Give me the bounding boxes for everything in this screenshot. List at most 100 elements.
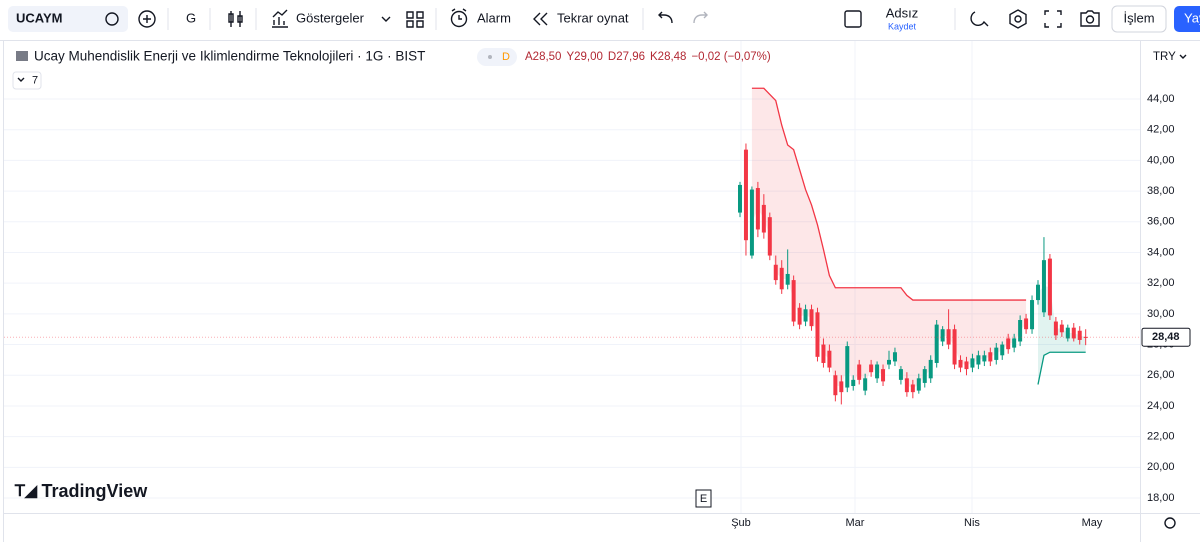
fullscreen-icon[interactable] (1044, 10, 1062, 28)
indicators-button[interactable]: Göstergeler (296, 10, 365, 25)
candle-body (1041, 260, 1046, 313)
chevron[interactable] (381, 16, 391, 22)
x-tick-label: Mar (846, 517, 865, 529)
alarm-button[interactable]: Alarm (477, 10, 511, 25)
candle-body (904, 378, 909, 393)
y-tick-label: 18,00 (1147, 492, 1175, 504)
candle-body (910, 384, 915, 393)
candle-body (863, 378, 868, 391)
candle-body (755, 188, 760, 230)
candle-body (1024, 318, 1029, 330)
indicator-count[interactable]: 7 (32, 74, 38, 86)
candle-body (1018, 320, 1023, 342)
y-tick-label: 24,00 (1147, 400, 1175, 412)
candle-body (994, 347, 999, 360)
candle-body (773, 264, 778, 281)
price-axis: 18,0020,0022,0024,0026,0028,0030,0032,00… (1141, 93, 1191, 504)
ohlc-key: K (650, 51, 658, 63)
logo[interactable]: ꓔ◢ TradingView (14, 481, 148, 501)
candle-body (934, 324, 939, 363)
candle-body (916, 378, 921, 391)
symbol-menu-icon[interactable] (105, 12, 119, 26)
interval[interactable]: G (186, 10, 196, 25)
add-symbol-icon[interactable] (138, 10, 156, 28)
save-label[interactable]: Kaydet (888, 21, 917, 31)
candle-body (982, 355, 987, 362)
candle-body (738, 184, 742, 213)
x-tick-label: May (1082, 517, 1103, 529)
undo-icon[interactable] (658, 11, 673, 24)
replay-button[interactable]: Tekrar oynat (557, 10, 629, 25)
symbol-box[interactable] (8, 6, 128, 32)
candle-body (1047, 258, 1052, 316)
x-tick-label: Şub (731, 517, 751, 529)
candle-body (1071, 327, 1076, 339)
trend-line (751, 87, 1027, 301)
event-marker[interactable]: E (700, 493, 707, 505)
snapshot-icon[interactable] (1080, 10, 1100, 27)
settings-icon[interactable] (1009, 9, 1027, 29)
layout-icon[interactable] (844, 10, 862, 28)
x-tick-label: Nis (964, 517, 980, 529)
currency-chevron[interactable] (1179, 54, 1187, 59)
currency[interactable]: TRY (1153, 51, 1176, 63)
chart-type-icon[interactable] (228, 11, 243, 27)
candle-body (851, 379, 856, 386)
candle-body (821, 344, 826, 363)
candle-body (1065, 327, 1070, 339)
candle-body (976, 355, 981, 365)
legend: Ucay Muhendislik Enerji ve Iklimlendirme… (12, 48, 771, 90)
marker-box[interactable] (695, 489, 712, 508)
candle-body (1077, 330, 1082, 340)
y-tick-label: 40,00 (1147, 154, 1175, 166)
candle-body (887, 359, 891, 365)
alarm-icon[interactable] (450, 10, 468, 28)
y-tick-label: 42,00 (1147, 124, 1175, 136)
quick-search-icon[interactable] (970, 11, 989, 27)
y-tick-label: 44,00 (1147, 93, 1175, 105)
replay-icon[interactable] (533, 12, 548, 26)
ohlc-value: 29,00 (574, 51, 603, 63)
trade-button[interactable]: İşlem (1123, 10, 1154, 25)
currency-box[interactable] (1144, 46, 1196, 68)
trade-box[interactable] (1111, 5, 1167, 33)
collapse-chevron[interactable] (17, 77, 25, 82)
trend-line (1037, 351, 1086, 385)
candle-body (1000, 344, 1005, 356)
candle-body (964, 361, 969, 370)
redo-icon[interactable] (693, 11, 708, 24)
grid (4, 41, 1140, 513)
y-tick-label: 34,00 (1147, 246, 1175, 258)
y-tick-label: 32,00 (1147, 277, 1175, 289)
candle-body (809, 309, 814, 327)
logo-mark: ꓔ◢ (14, 483, 42, 500)
trend-fill (751, 88, 1027, 389)
candle-body (898, 369, 903, 380)
axis-settings-icon[interactable] (1164, 517, 1176, 529)
publish-button[interactable]: Yay (1184, 10, 1200, 25)
market-status: D (502, 51, 510, 63)
last-price-label: 28,48 (1152, 331, 1180, 343)
layout-name[interactable]: Adsız (886, 5, 919, 20)
symbol[interactable]: UCAYM (16, 10, 62, 25)
indicators-icon[interactable] (272, 9, 288, 28)
candle-body (881, 369, 886, 382)
ohlc-key: Y (566, 51, 574, 63)
ohlc-value: 27,96 (616, 51, 645, 63)
candle-body (797, 307, 802, 325)
status-dot (488, 55, 492, 59)
candle-body (869, 364, 874, 373)
layouts-icon[interactable] (406, 11, 424, 28)
candle-body (1059, 324, 1064, 333)
collapse-box[interactable] (12, 71, 42, 90)
candle-body (743, 149, 748, 241)
candle-body (892, 352, 897, 362)
candle-body (785, 273, 790, 285)
candle-body (928, 359, 933, 379)
candle-body (749, 189, 754, 256)
last-price-box (1141, 327, 1191, 347)
y-tick-label: 38,00 (1147, 185, 1175, 197)
candle-body (952, 329, 957, 365)
publish-box[interactable] (1174, 6, 1200, 32)
toolbar: UCAYM G Göstergeler Alarm Tekrar oynat A… (8, 5, 1200, 33)
